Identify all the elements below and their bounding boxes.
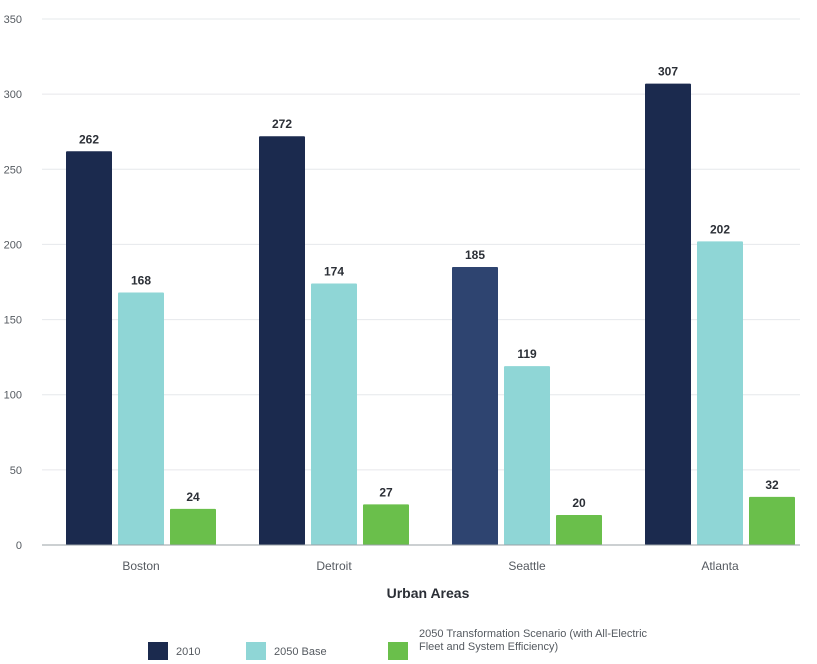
- data-label: 262: [79, 132, 99, 146]
- y-tick-label: 100: [4, 390, 22, 402]
- x-category-label: Atlanta: [701, 559, 739, 573]
- y-tick-label: 300: [4, 89, 22, 101]
- data-label: 307: [658, 65, 678, 79]
- legend-label: 2050 Transformation Scenario (with All-E…: [419, 628, 648, 653]
- gridlines: [42, 18, 800, 471]
- x-axis-title: Urban Areas: [387, 585, 470, 601]
- data-label: 20: [572, 496, 586, 510]
- x-category-label: Detroit: [316, 559, 352, 573]
- bar-boston-series-1: [118, 292, 164, 545]
- x-category-label: Seattle: [508, 559, 546, 573]
- bar-seattle-series-2: [556, 514, 602, 545]
- x-category-label: Boston: [122, 559, 159, 573]
- legend-label: 2010: [176, 646, 200, 658]
- bar-detroit-series-2: [363, 504, 409, 545]
- legend: 2010 2050 Base 2050 Transformation Scenari…: [148, 628, 648, 660]
- bar-atlanta-series-0: [645, 83, 691, 545]
- bar-atlanta-series-2: [749, 496, 795, 545]
- y-tick-label: 200: [4, 239, 22, 251]
- data-label: 27: [379, 485, 393, 499]
- y-tick-label: 50: [10, 465, 22, 477]
- x-axis-categories: Boston Detroit Seattle Atlanta: [122, 559, 739, 573]
- bar-atlanta-series-1: [697, 241, 743, 545]
- y-tick-label: 250: [4, 164, 22, 176]
- legend-label: 2050 Base: [274, 646, 327, 658]
- data-label: 119: [517, 347, 537, 361]
- data-label: 32: [765, 478, 779, 492]
- y-tick-label: 0: [16, 540, 22, 552]
- y-tick-label: 350: [4, 14, 22, 26]
- data-label: 272: [272, 117, 292, 131]
- data-label: 24: [186, 490, 200, 504]
- data-label: 185: [465, 248, 485, 262]
- legend-swatch: [246, 642, 266, 660]
- legend-swatch: [388, 642, 408, 660]
- legend-swatch: [148, 642, 168, 660]
- bar-seattle-series-0: [452, 266, 498, 545]
- bar-seattle-series-1: [504, 366, 550, 545]
- data-labels: 262 168 24 272 174 27 185 119 20 307 202 32: [79, 65, 779, 510]
- y-axis-ticks: 0 50 100 150 200 250 300 350: [4, 14, 22, 552]
- bar-boston-series-2: [170, 508, 216, 545]
- data-label: 174: [324, 265, 344, 279]
- bar-boston-series-0: [66, 151, 112, 545]
- bars: [66, 83, 795, 546]
- bar-detroit-series-0: [259, 136, 305, 546]
- bar-detroit-series-1: [311, 283, 357, 545]
- data-label: 202: [710, 222, 730, 236]
- y-tick-label: 150: [4, 315, 22, 327]
- data-label: 168: [131, 274, 151, 288]
